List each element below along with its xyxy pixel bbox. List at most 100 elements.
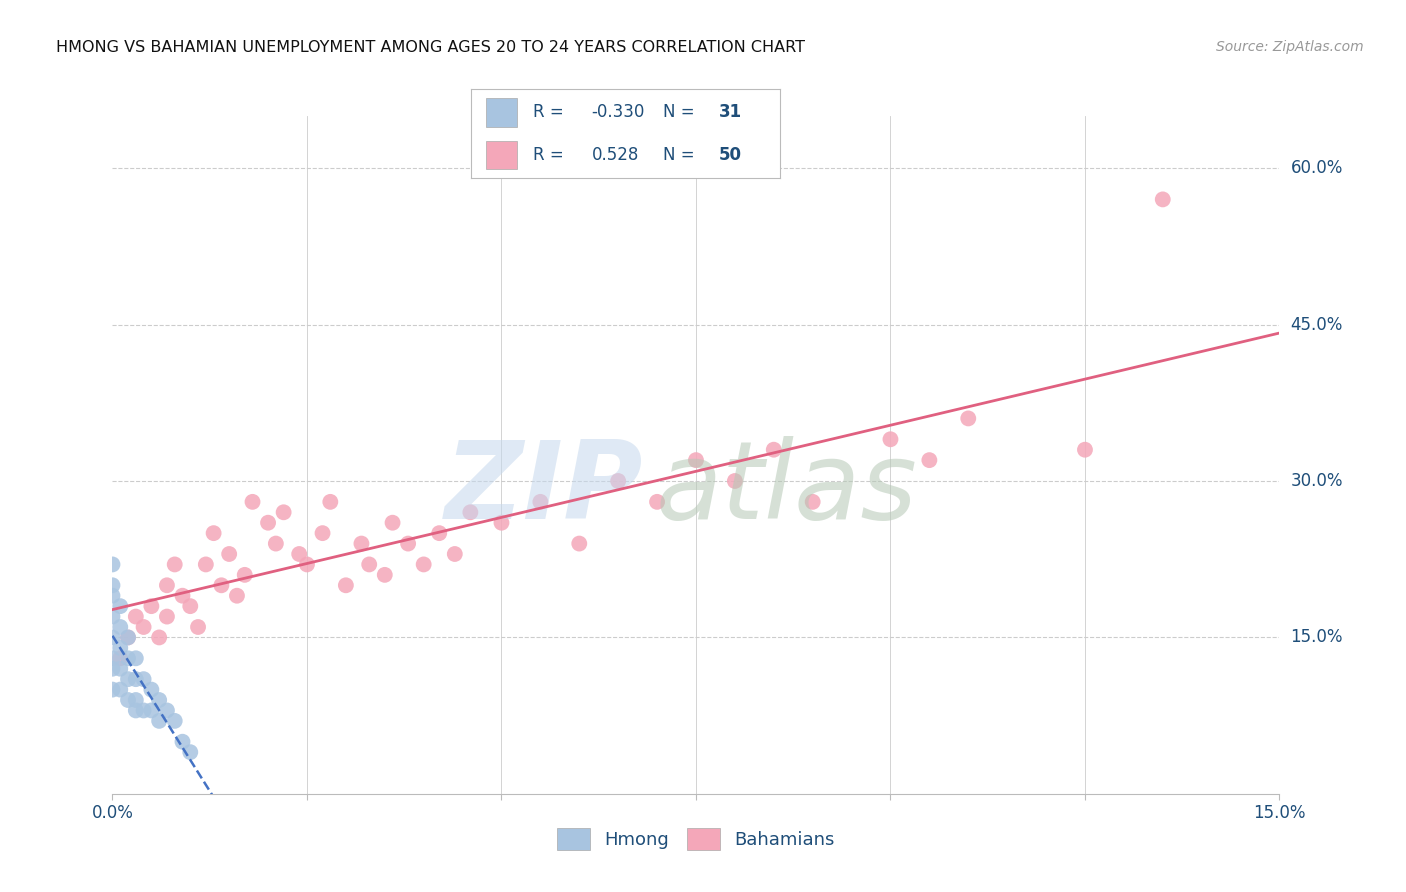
Point: [1074, 442, 1097, 457]
Text: atlas: atlas: [655, 436, 917, 541]
Point: [443, 547, 465, 561]
Text: 50: 50: [718, 146, 741, 164]
Text: 45.0%: 45.0%: [1291, 316, 1343, 334]
Point: [460, 505, 482, 519]
Point: [359, 558, 381, 572]
Point: [1152, 193, 1174, 207]
Point: [396, 536, 419, 550]
Point: [242, 495, 264, 509]
Point: [685, 453, 707, 467]
Point: [179, 599, 201, 614]
Text: R =: R =: [533, 146, 574, 164]
Point: [156, 609, 179, 624]
Point: [374, 567, 396, 582]
Text: ZIP: ZIP: [446, 436, 644, 541]
Point: [311, 526, 333, 541]
Point: [288, 547, 311, 561]
Point: [110, 620, 132, 634]
Text: 15.0%: 15.0%: [1291, 629, 1343, 647]
Point: [141, 682, 163, 697]
Text: N =: N =: [662, 146, 700, 164]
Point: [156, 703, 179, 717]
Point: [156, 578, 179, 592]
Text: -0.330: -0.330: [592, 103, 645, 121]
Point: [125, 703, 148, 717]
Point: [319, 495, 342, 509]
Point: [427, 526, 450, 541]
Point: [163, 714, 186, 728]
Point: [209, 578, 232, 592]
Point: [202, 526, 225, 541]
Point: [491, 516, 513, 530]
Point: [187, 620, 209, 634]
Point: [350, 536, 373, 550]
Point: [335, 578, 357, 592]
Point: [101, 662, 124, 676]
Point: [125, 651, 148, 665]
Point: [110, 599, 132, 614]
Point: [918, 453, 941, 467]
Point: [101, 589, 124, 603]
Point: [117, 631, 139, 645]
Text: 0.528: 0.528: [592, 146, 638, 164]
Point: [163, 558, 186, 572]
Point: [101, 609, 124, 624]
Point: [141, 599, 163, 614]
Point: [762, 442, 785, 457]
Point: [101, 558, 124, 572]
Point: [141, 703, 163, 717]
Point: [801, 495, 824, 509]
Point: [607, 474, 630, 488]
FancyBboxPatch shape: [486, 98, 517, 127]
Point: [568, 536, 591, 550]
Point: [172, 735, 194, 749]
Point: [117, 693, 139, 707]
Point: [132, 672, 155, 686]
Point: [132, 620, 155, 634]
Point: [110, 640, 132, 655]
Text: 30.0%: 30.0%: [1291, 472, 1343, 490]
Point: [295, 558, 318, 572]
Point: [233, 567, 256, 582]
Point: [257, 516, 280, 530]
Point: [148, 714, 170, 728]
Point: [101, 631, 124, 645]
Point: [957, 411, 980, 425]
Text: N =: N =: [662, 103, 700, 121]
Point: [110, 651, 132, 665]
Point: [125, 609, 148, 624]
Point: [101, 651, 124, 665]
Point: [879, 432, 901, 446]
Point: [110, 662, 132, 676]
Point: [125, 672, 148, 686]
Text: HMONG VS BAHAMIAN UNEMPLOYMENT AMONG AGES 20 TO 24 YEARS CORRELATION CHART: HMONG VS BAHAMIAN UNEMPLOYMENT AMONG AGE…: [56, 40, 806, 55]
Point: [724, 474, 747, 488]
Point: [132, 703, 155, 717]
Point: [125, 693, 148, 707]
Point: [148, 631, 170, 645]
Point: [148, 693, 170, 707]
Point: [645, 495, 668, 509]
Point: [172, 589, 194, 603]
Point: [412, 558, 434, 572]
Point: [101, 682, 124, 697]
Text: 31: 31: [718, 103, 741, 121]
Text: Source: ZipAtlas.com: Source: ZipAtlas.com: [1216, 40, 1364, 54]
Point: [264, 536, 287, 550]
Point: [110, 682, 132, 697]
Point: [117, 672, 139, 686]
Legend: Hmong, Bahamians: Hmong, Bahamians: [548, 820, 844, 859]
Point: [226, 589, 249, 603]
Point: [117, 631, 139, 645]
FancyBboxPatch shape: [486, 141, 517, 169]
Text: 60.0%: 60.0%: [1291, 159, 1343, 178]
Point: [381, 516, 404, 530]
Point: [529, 495, 551, 509]
Point: [101, 578, 124, 592]
Point: [218, 547, 240, 561]
Text: R =: R =: [533, 103, 569, 121]
Point: [179, 745, 201, 759]
Point: [194, 558, 217, 572]
Point: [117, 651, 139, 665]
Point: [273, 505, 295, 519]
